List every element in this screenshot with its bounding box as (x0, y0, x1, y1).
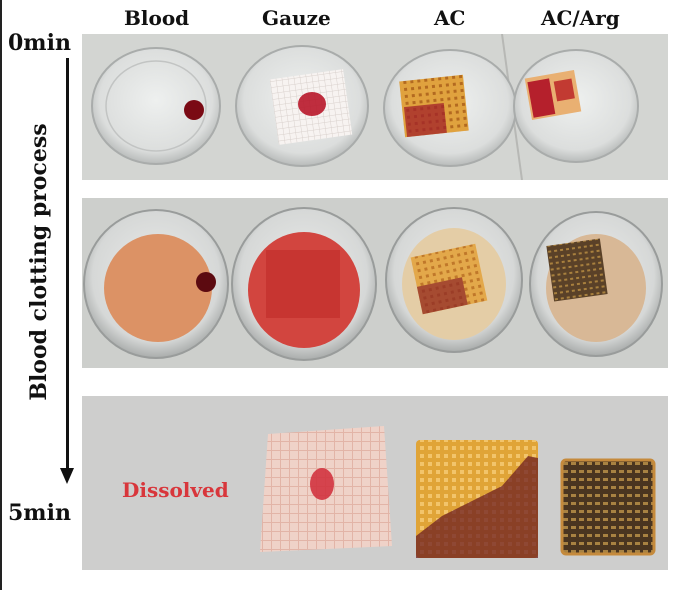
dish-gauze-mid (231, 207, 377, 361)
column-label-gauze: Gauze (262, 6, 331, 30)
time-label-end: 5min (8, 500, 71, 526)
ac-arg-sample-5min (560, 458, 656, 556)
dish-ac-0min (383, 49, 517, 167)
column-label-ac: AC (434, 6, 466, 30)
figure-left-border (0, 0, 2, 590)
photo-row-mid (82, 198, 668, 368)
dish-blood-mid (83, 209, 229, 359)
dish-ac-arg-0min (513, 49, 639, 163)
dish-gauze-0min (235, 45, 369, 167)
dish-blood-0min (91, 47, 221, 165)
column-label-blood: Blood (124, 6, 190, 30)
photo-row-0min (82, 34, 668, 180)
ac-sample-5min (416, 440, 538, 558)
dissolved-label: Dissolved (122, 478, 229, 502)
column-label-ac-arg: AC/Arg (541, 6, 620, 30)
time-axis-line (66, 58, 69, 468)
time-axis-arrowhead (60, 468, 74, 484)
photo-row-5min (82, 396, 668, 570)
gauze-sample-5min (260, 426, 392, 552)
dish-ac-mid (385, 207, 523, 353)
time-axis-label-text: Blood clotting process (26, 123, 52, 401)
dish-ac-arg-mid (529, 211, 663, 357)
time-label-start: 0min (8, 30, 71, 56)
